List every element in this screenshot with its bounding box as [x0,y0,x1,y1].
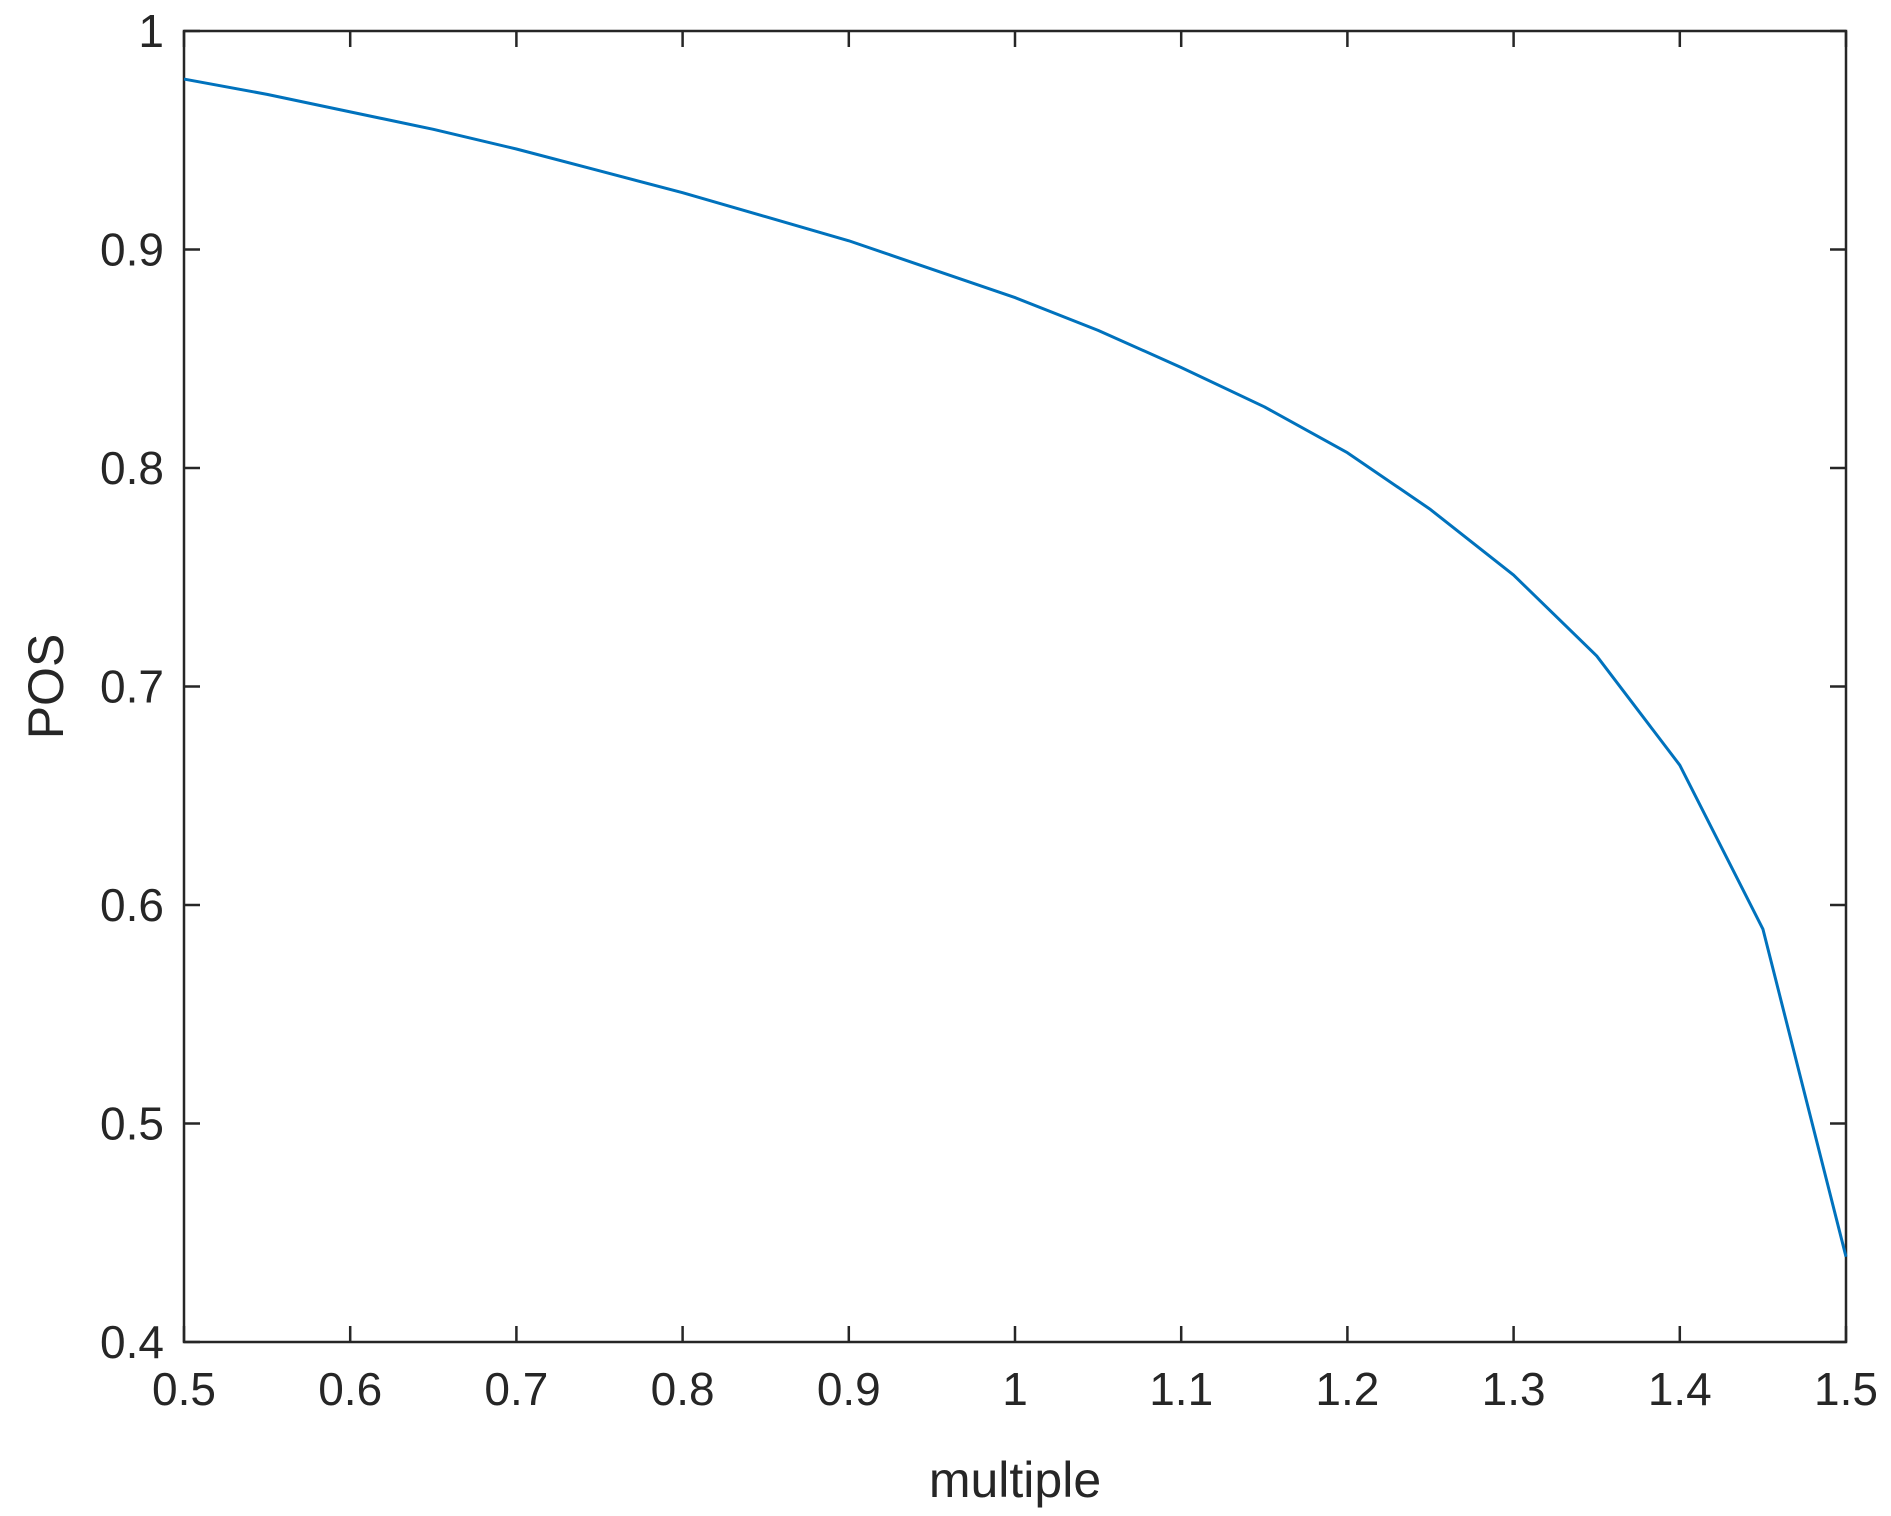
x-tick-label: 1.1 [1149,1363,1213,1415]
series-line [183,77,1848,1258]
x-tick-label: 1 [1002,1363,1028,1415]
x-tick-label: 0.8 [651,1363,715,1415]
x-axis-label: multiple [929,1452,1101,1508]
y-tick-label: 0.4 [100,1316,164,1368]
y-tick-label: 0.5 [100,1098,164,1150]
x-tick-label: 0.7 [484,1363,548,1415]
y-axis-label: POS [18,634,74,740]
x-tick-label: 1.2 [1315,1363,1379,1415]
x-tick-label: 1.3 [1482,1363,1546,1415]
x-tick-label: 0.5 [152,1363,216,1415]
x-tick-label: 1.4 [1648,1363,1712,1415]
x-tick-label: 0.6 [318,1363,382,1415]
y-tick-label: 1 [138,5,164,57]
plot-area: 0.5 0.6 0.7 0.8 0.9 1 1.1 1.2 1.3 1.4 1.50.40.50.6… [100,5,1878,1415]
y-tick-label: 0.7 [100,661,164,713]
y-tick-label: 0.9 [100,224,164,276]
y-tick-label: 0.8 [100,442,164,494]
y-tick-label: 0.6 [100,879,164,931]
x-tick-label: 1.5 [1814,1363,1878,1415]
x-tick-label: 0.9 [817,1363,881,1415]
